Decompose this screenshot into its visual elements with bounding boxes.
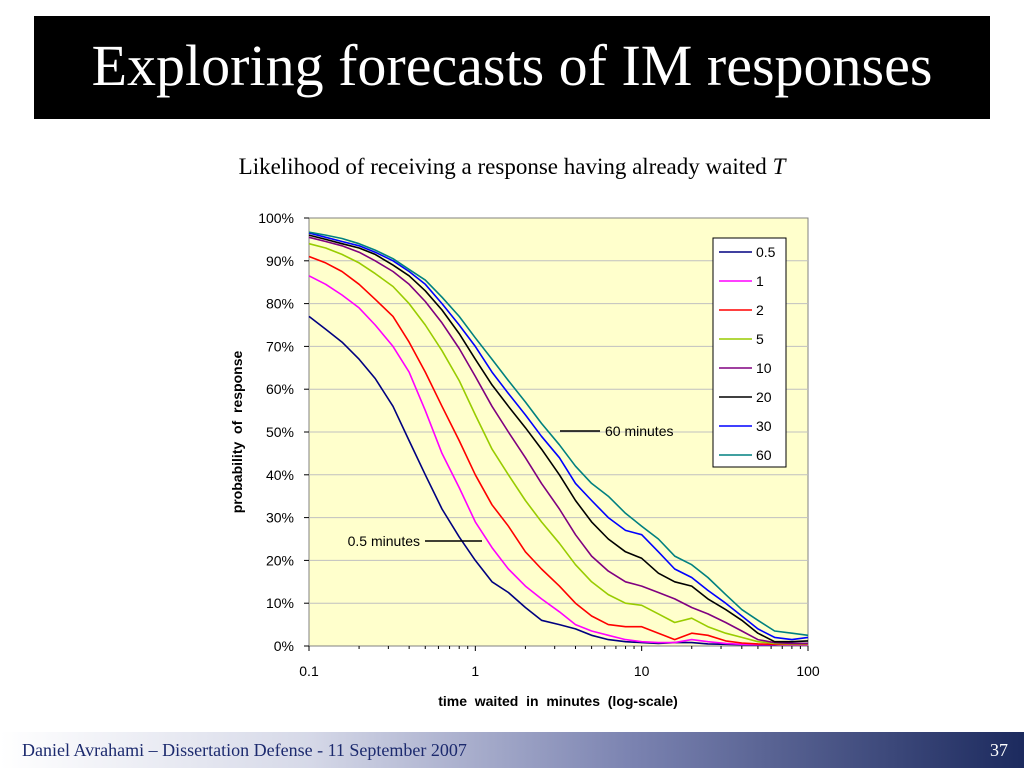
- subtitle-variable: T: [772, 154, 786, 179]
- legend-box: [712, 237, 787, 468]
- footer-text: Daniel Avrahami – Dissertation Defense -…: [22, 740, 467, 760]
- legend-label-5: 5: [756, 331, 764, 347]
- legend-label-30: 30: [756, 418, 772, 434]
- y-tick-label: 90%: [266, 253, 294, 269]
- series-line-1: [308, 275, 808, 646]
- x-axis-label: time waited in minutes (log-scale): [438, 693, 678, 709]
- y-tick-label: 10%: [266, 595, 294, 611]
- legend-label-20: 20: [756, 389, 772, 405]
- annotation-0.5-minutes: 0.5 minutes: [348, 533, 482, 549]
- legend-label-1: 1: [756, 273, 764, 289]
- legend-label-2: 2: [756, 302, 764, 318]
- footer-bar: Daniel Avrahami – Dissertation Defense -…: [0, 732, 1024, 768]
- subtitle-text: Likelihood of receiving a response havin…: [238, 154, 767, 179]
- legend: 0.5 1 2 5 10 20 30 60: [712, 237, 787, 468]
- y-axis-label: probability of response: [229, 351, 245, 514]
- y-tick-label: 80%: [266, 296, 294, 312]
- x-tick-label: 10: [634, 663, 650, 679]
- series-line-2: [308, 255, 808, 646]
- x-axis-ticks: 0.1 1 10 100: [299, 646, 820, 679]
- page-number: 37: [990, 740, 1008, 760]
- y-tick-label: 100%: [258, 210, 294, 226]
- slide-subtitle: Likelihood of receiving a response havin…: [0, 154, 1024, 180]
- annotation-60-minutes-label: 60 minutes: [605, 423, 673, 439]
- title-bar: Exploring forecasts of IM responses: [34, 16, 990, 119]
- x-tick-label: 0.1: [299, 663, 319, 679]
- y-axis-ticks: 0% 10% 20% 30% 40% 50% 60% 70% 80% 90% 100%: [258, 210, 309, 654]
- series-line-0.5: [308, 315, 808, 646]
- series-line-5: [308, 242, 808, 645]
- response-probability-chart: 0%10%20%30%40%50%60%70%80%90%100% 0.1 1 10…: [229, 210, 820, 709]
- y-tick-label: 70%: [266, 338, 294, 354]
- series-line-60: [308, 231, 809, 637]
- annotation-0.5-minutes-label: 0.5 minutes: [348, 533, 420, 549]
- series-line-10: [308, 236, 808, 645]
- slide-title: Exploring forecasts of IM responses: [91, 33, 933, 98]
- series-line-20: [308, 234, 809, 643]
- legend-label-60: 60: [756, 447, 772, 463]
- series-lines: [308, 231, 809, 646]
- y-tick-label: 50%: [266, 424, 294, 440]
- annotation-60-minutes: 60 minutes: [560, 423, 673, 439]
- y-tick-label: 40%: [266, 467, 294, 483]
- y-tick-label: 0%: [274, 638, 294, 654]
- y-tick-label: 30%: [266, 510, 294, 526]
- series-line-30: [308, 232, 809, 641]
- x-tick-label: 1: [471, 663, 479, 679]
- y-tick-label: 60%: [266, 381, 294, 397]
- legend-label-10: 10: [756, 360, 772, 376]
- x-tick-label: 100: [796, 663, 820, 679]
- legend-label-0.5: 0.5: [756, 244, 776, 260]
- y-tick-label: 20%: [266, 552, 294, 568]
